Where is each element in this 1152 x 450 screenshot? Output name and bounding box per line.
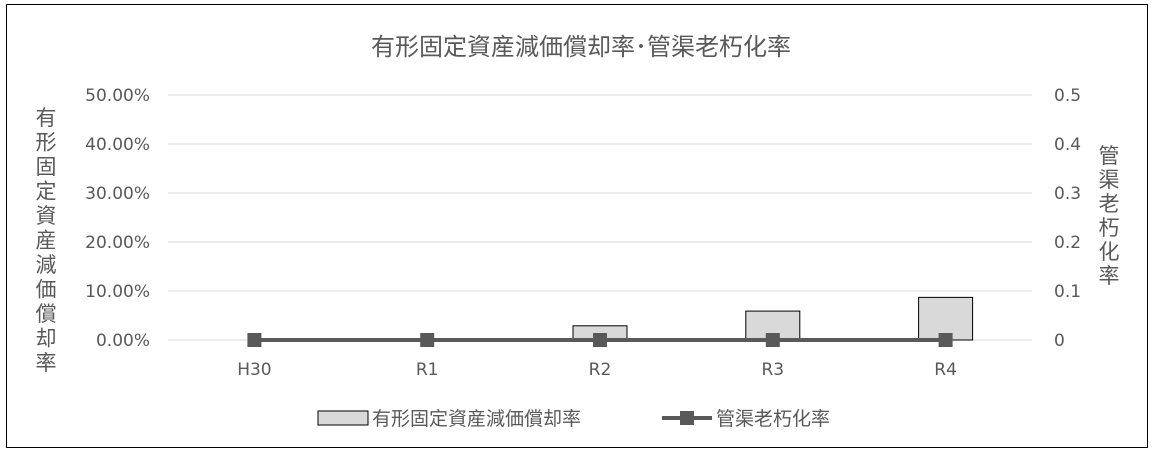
line-point [938, 333, 953, 347]
line-point [420, 333, 435, 347]
left-tick-label: 40.00% [85, 135, 150, 155]
legend-bar-swatch [317, 410, 369, 426]
left-axis-ticks: 0.00% 10.00% 20.00% 30.00% 40.00% 50.00% [85, 86, 150, 351]
line-series [247, 333, 953, 347]
right-tick-label: 0.5 [1054, 86, 1081, 106]
left-axis-title: 有形固定資産減価償却率 [36, 106, 57, 375]
gridlines [168, 94, 1032, 341]
left-tick-label: 30.00% [85, 184, 150, 204]
x-axis-ticks: H30 R1 R2 R3 R4 [237, 360, 957, 380]
x-tick-label: R2 [589, 360, 612, 380]
left-tick-label: 10.00% [85, 282, 150, 302]
right-tick-label: 0.2 [1054, 233, 1081, 253]
x-tick-label: H30 [237, 360, 271, 380]
line-point [765, 333, 780, 347]
legend-line-label: 管渠老朽化率 [716, 408, 830, 430]
right-axis-label: 管渠老朽化率 [1099, 144, 1120, 288]
x-tick-label: R4 [934, 360, 957, 380]
right-tick-label: 0.1 [1054, 282, 1081, 302]
legend: 有形固定資産減価償却率 管渠老朽化率 [317, 408, 830, 430]
legend-bar-label: 有形固定資産減価償却率 [372, 408, 581, 430]
right-tick-label: 0.4 [1054, 135, 1081, 155]
line-point [247, 333, 262, 347]
right-tick-label: 0 [1054, 331, 1065, 351]
x-tick-label: R1 [416, 360, 439, 380]
legend-line-marker [680, 411, 694, 425]
left-tick-label: 50.00% [85, 86, 150, 106]
chart-frame [6, 4, 1148, 448]
right-axis-ticks: 0 0.1 0.2 0.3 0.4 0.5 [1054, 86, 1081, 351]
line-point [593, 333, 607, 347]
x-tick-label: R3 [761, 360, 784, 380]
right-tick-label: 0.3 [1054, 184, 1081, 204]
left-tick-label: 20.00% [85, 233, 150, 253]
left-tick-label: 0.00% [96, 331, 150, 351]
chart-title: 有形固定資産減価償却率･管渠老朽化率 [371, 33, 791, 61]
right-axis-title: 管渠老朽化率 [1099, 144, 1120, 288]
left-axis-label: 有形固定資産減価償却率 [36, 106, 57, 375]
